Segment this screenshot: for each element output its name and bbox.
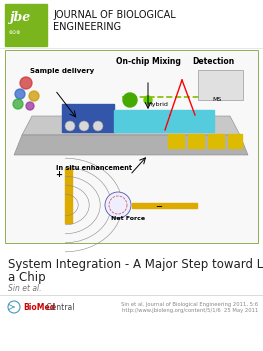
Bar [5,4,47,46]
Circle shape [144,96,152,104]
Text: System Integration - A Major Step toward Lab on: System Integration - A Major Step toward… [8,258,263,271]
Circle shape [29,91,39,101]
Circle shape [65,121,75,131]
Circle shape [15,89,25,99]
Bar [114,110,214,132]
Text: +: + [55,170,62,179]
Bar [228,134,242,148]
Circle shape [105,192,131,218]
Text: Detection: Detection [192,57,234,66]
Text: BioMed: BioMed [23,303,55,311]
Text: Sin et al. Journal of Biological Engineering 2011, 5:6: Sin et al. Journal of Biological Enginee… [121,302,258,307]
Polygon shape [22,116,240,135]
Circle shape [79,121,89,131]
Text: a Chip: a Chip [8,271,45,284]
Text: jbe: jbe [9,12,30,25]
Text: Central: Central [44,303,74,311]
Text: In situ enhancement: In situ enhancement [56,165,132,171]
Text: −: − [155,203,162,212]
Text: MS: MS [212,97,221,102]
Bar [208,134,224,148]
Bar [5,50,258,243]
Bar [132,203,197,208]
Bar [168,134,184,148]
Text: Hybrid: Hybrid [148,102,168,107]
Text: JOURNAL OF BIOLOGICAL: JOURNAL OF BIOLOGICAL [53,10,176,20]
Text: Sample delivery: Sample delivery [30,68,94,74]
Bar [65,168,72,223]
Polygon shape [14,135,248,155]
Bar [62,104,114,132]
Bar [188,134,204,148]
Circle shape [13,99,23,109]
Circle shape [8,301,20,313]
Circle shape [20,77,32,89]
Bar [198,70,243,100]
Circle shape [93,121,103,131]
Text: ⊗⊙⊗: ⊗⊙⊗ [9,29,21,34]
Text: http://www.jbioleng.org/content/5/1/6  25 May 2011: http://www.jbioleng.org/content/5/1/6 25… [122,308,258,313]
Text: On-chip Mixing: On-chip Mixing [115,57,180,66]
Text: Sin et al.: Sin et al. [8,284,42,293]
Text: ENGINEERING: ENGINEERING [53,22,121,32]
Text: Net Force: Net Force [111,216,145,221]
Circle shape [123,93,137,107]
Circle shape [26,102,34,110]
